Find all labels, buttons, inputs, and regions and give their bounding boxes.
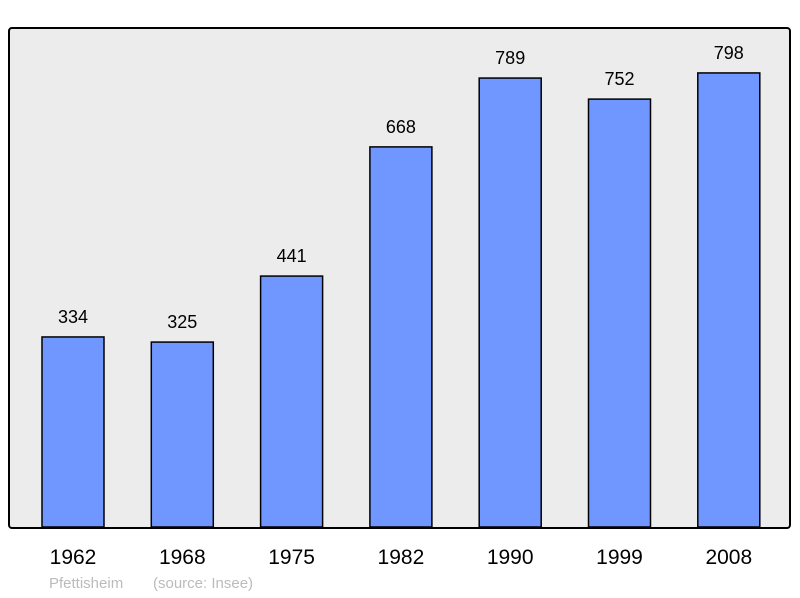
data-label-2008: 798 [714,43,744,63]
x-tick-label-1975: 1975 [268,546,315,569]
data-label-1962: 334 [58,307,88,327]
data-label-1982: 668 [386,117,416,137]
bar-1968 [150,341,215,528]
x-tick-label-1990: 1990 [487,546,534,569]
data-label-1990: 789 [495,48,525,68]
data-label-1968: 325 [167,312,197,332]
bar-1999 [587,98,652,528]
data-label-1975: 441 [277,246,307,266]
bar-1990 [478,77,542,528]
x-tick-label-1962: 1962 [50,546,97,569]
x-tick-label-1968: 1968 [159,546,206,569]
x-tick-label-1999: 1999 [596,546,643,569]
bar-1982 [369,146,433,528]
bar-1962 [41,336,105,528]
x-tick-label-2008: 2008 [705,546,752,569]
place-name: Pfettisheim [49,575,124,592]
source-label: (source: Insee) [153,575,254,592]
x-tick-label-1982: 1982 [378,546,425,569]
bar-1975 [259,275,324,528]
bar-2008 [697,72,761,528]
data-label-1999: 752 [604,69,634,89]
